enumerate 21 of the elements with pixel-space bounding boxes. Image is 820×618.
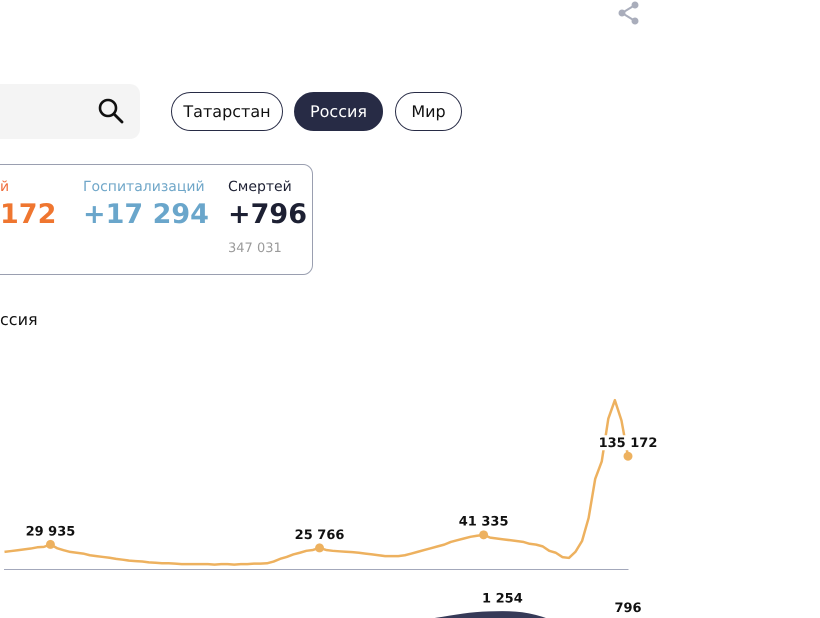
text: Татарстан bbox=[171, 92, 283, 131]
chart-title: ссия bbox=[0, 310, 38, 329]
text: 172 bbox=[0, 199, 56, 230]
data-label: 25 766 bbox=[294, 528, 344, 543]
text: Госпитализаций bbox=[83, 179, 205, 195]
point bbox=[46, 540, 55, 549]
text: +17 294 bbox=[83, 199, 209, 230]
data-label: 41 335 bbox=[458, 514, 508, 530]
point bbox=[624, 452, 632, 461]
text: Мир bbox=[395, 92, 462, 131]
text: Смертей bbox=[228, 179, 292, 195]
point bbox=[315, 543, 324, 552]
data-label: 796 bbox=[614, 601, 642, 616]
text: +796 bbox=[228, 199, 307, 230]
text: 347 031 bbox=[228, 241, 282, 256]
text: й bbox=[0, 179, 10, 195]
data-label: 1 254 bbox=[482, 592, 523, 607]
data-label: 135 172 bbox=[598, 436, 658, 452]
point bbox=[479, 530, 488, 540]
data-label: 29 935 bbox=[26, 524, 76, 540]
text: Россия bbox=[294, 92, 383, 131]
